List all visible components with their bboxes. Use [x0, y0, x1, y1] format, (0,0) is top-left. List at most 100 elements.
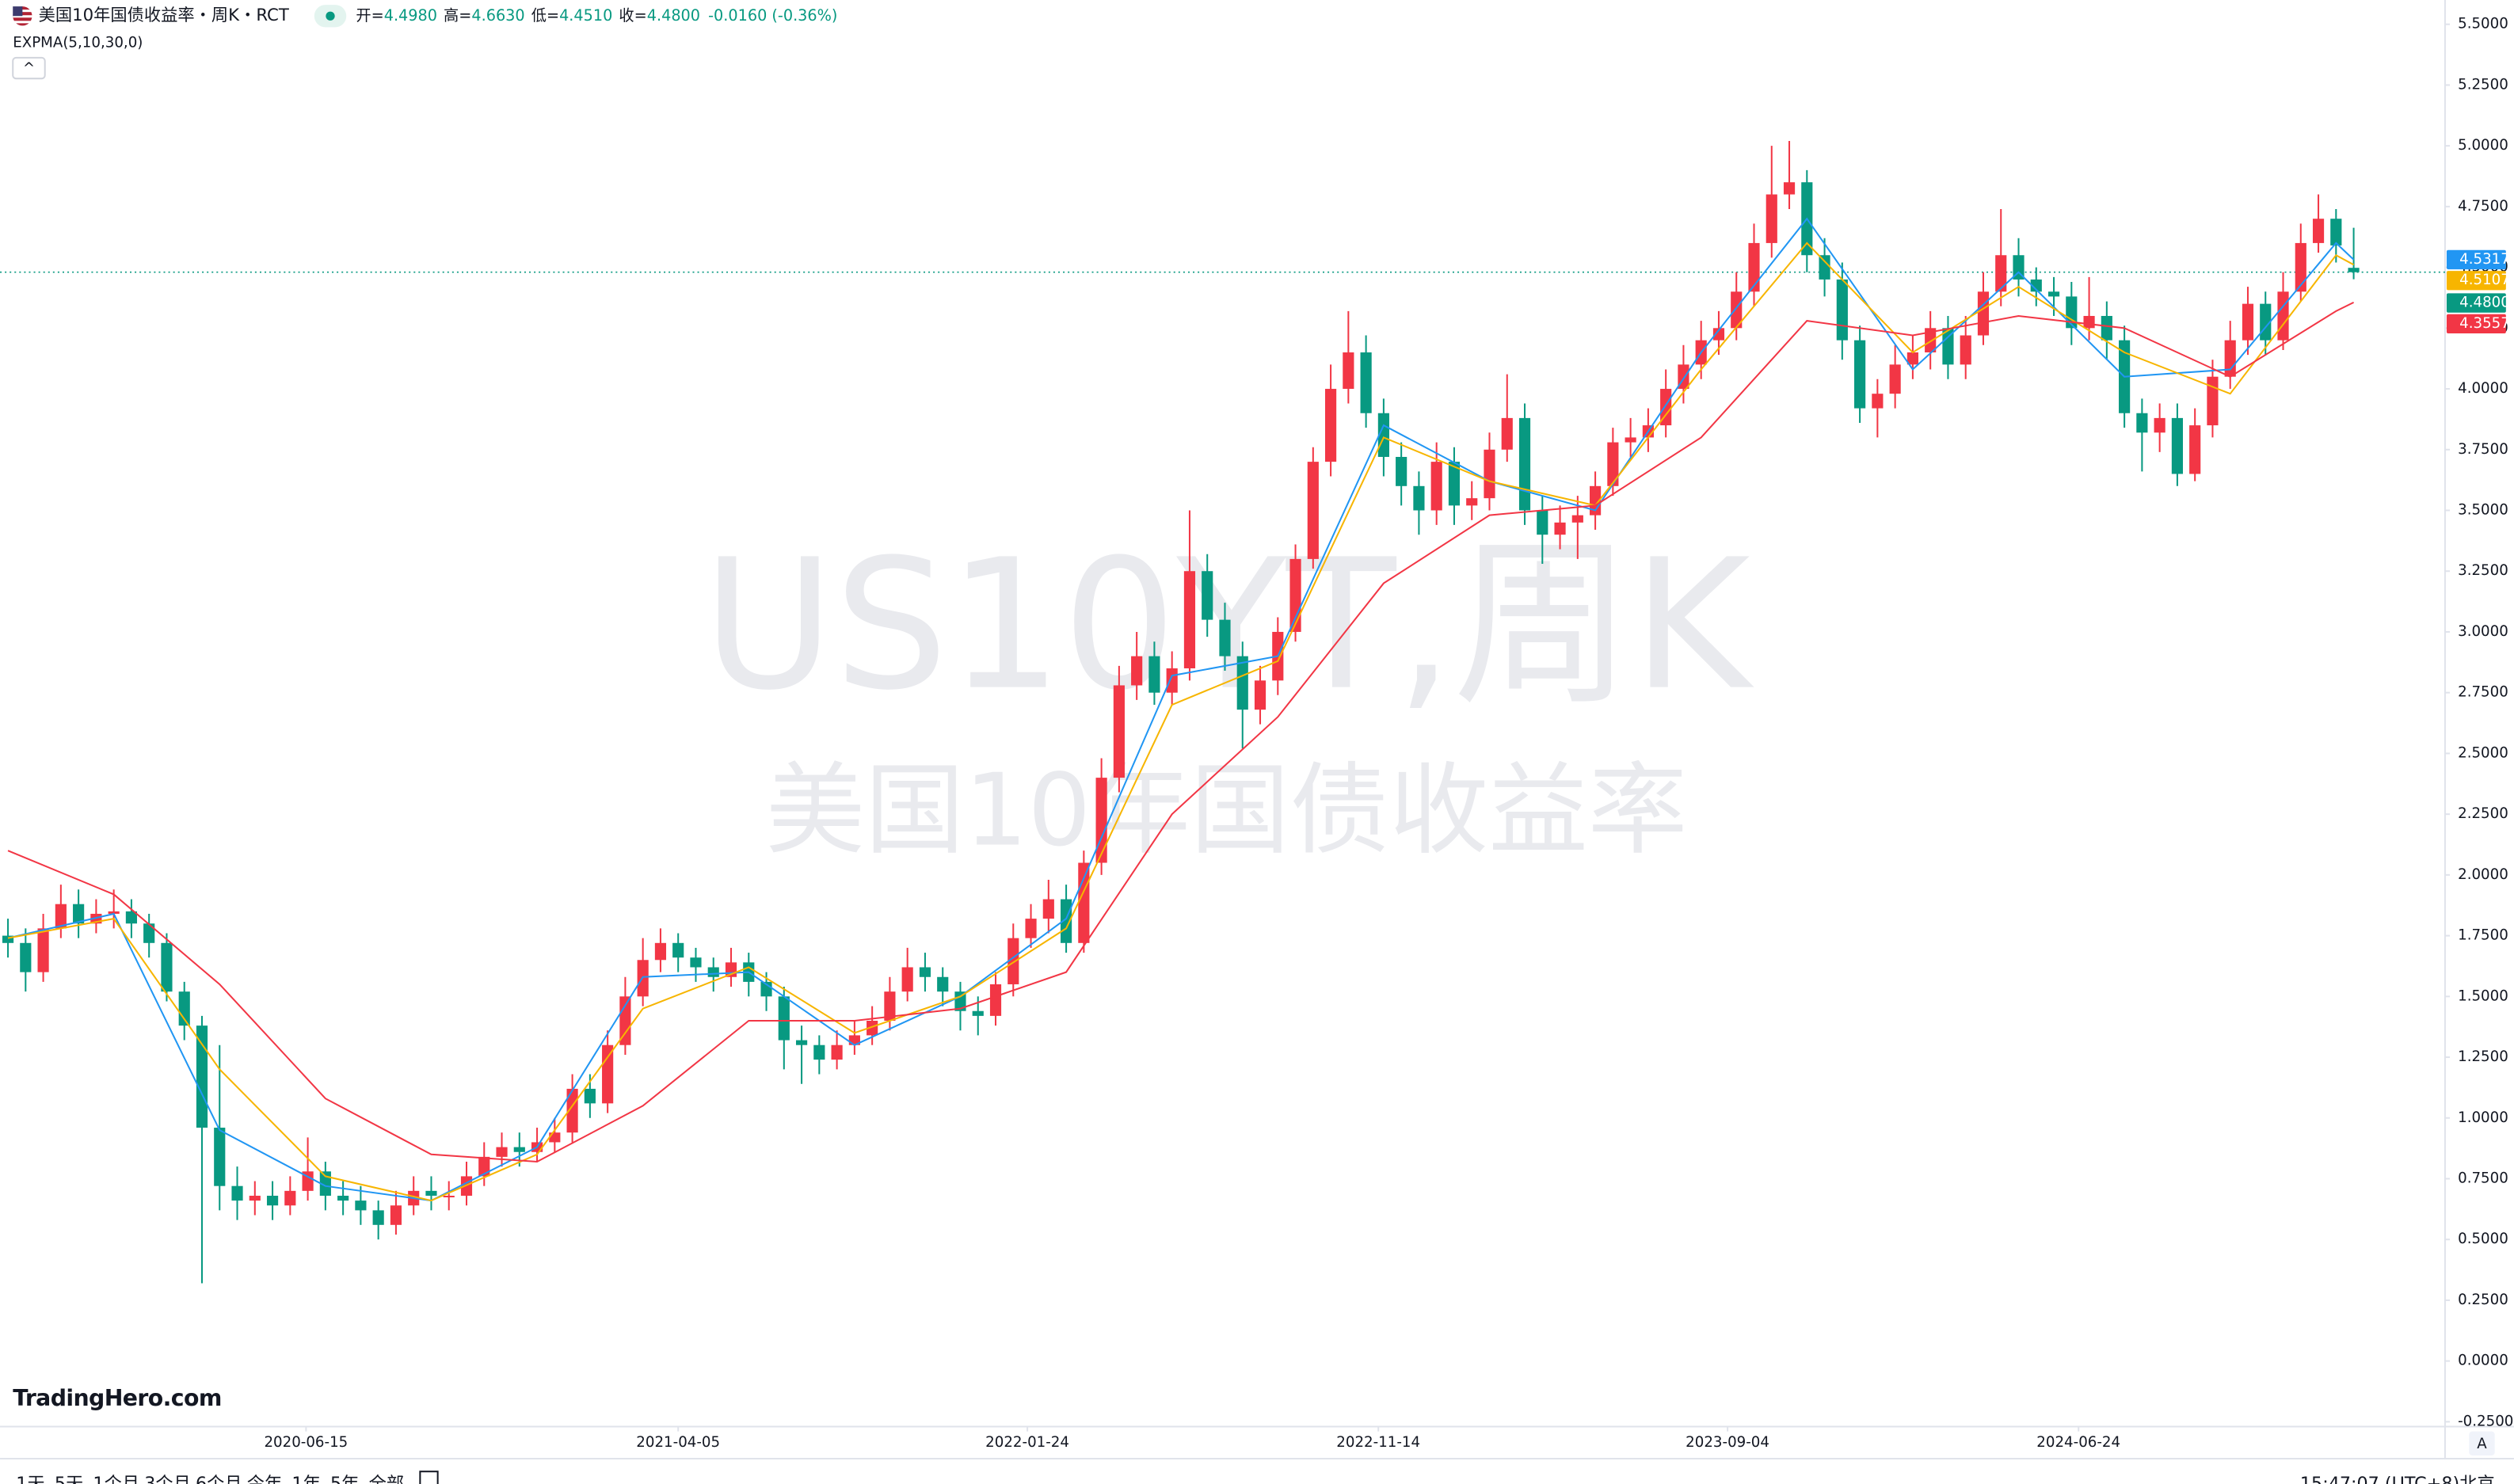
candle-body: [1095, 778, 1107, 863]
x-tick-label: 2021-04-05: [636, 1434, 720, 1451]
candle-body: [1942, 328, 1954, 365]
candle-body: [2295, 242, 2306, 292]
ohlc-label: 低=: [531, 6, 559, 25]
y-tick-label: 3.7500: [2458, 441, 2508, 458]
range-button[interactable]: 5天: [55, 1474, 83, 1484]
calendar-icon[interactable]: [419, 1471, 439, 1484]
collapse-button[interactable]: [12, 56, 46, 80]
candle-body: [867, 1021, 878, 1036]
candle-body: [954, 991, 966, 1011]
indicator-label[interactable]: EXPMA(5,10,30,0): [13, 35, 143, 51]
candle-body: [2330, 219, 2342, 245]
candle-body: [707, 967, 719, 977]
auto-scale-label[interactable]: A: [2477, 1436, 2487, 1452]
candle-body: [1819, 255, 1830, 280]
y-tick-label: 0.5000: [2458, 1231, 2508, 1247]
range-button[interactable]: 6个月: [196, 1474, 242, 1484]
candle-body: [1501, 417, 1513, 450]
candle-body: [2189, 425, 2201, 474]
candle-body: [1484, 449, 1495, 499]
candle-body: [2030, 279, 2042, 292]
candle-body: [496, 1147, 508, 1157]
plot: 5.50005.25005.00004.75004.50004.25004.00…: [0, 16, 2513, 1451]
collapse-icon[interactable]: ^: [23, 60, 35, 77]
candle-body: [1183, 571, 1196, 668]
candle-body: [1025, 919, 1037, 938]
candle-body: [1448, 462, 1461, 506]
candle-body: [1836, 279, 1848, 341]
candle-body: [284, 1190, 296, 1206]
candle-body: [2, 935, 14, 943]
logo[interactable]: TradingHero.com: [13, 1385, 222, 1411]
candle-body: [1889, 364, 1901, 394]
candle-body: [302, 1171, 314, 1191]
watermark-name: 美国10年国债收益率: [766, 753, 1688, 869]
price-tag-label: 4.5317: [2459, 251, 2510, 268]
candle-body: [1113, 685, 1125, 778]
ohlc-value: 4.6630: [471, 6, 524, 25]
candle-body: [831, 1045, 843, 1060]
candle-body: [795, 1040, 808, 1045]
range-button[interactable]: 3个月: [144, 1474, 191, 1484]
candle-body: [125, 911, 138, 924]
candle-body: [178, 991, 190, 1026]
expma-line: [7, 217, 2355, 1202]
expma-line: [7, 301, 2355, 1163]
ohlc-value: 4.4980: [384, 6, 437, 25]
candle-body: [1766, 194, 1777, 243]
x-tick-label: 2024-06-24: [2036, 1434, 2120, 1451]
candle-body: [478, 1156, 490, 1177]
range-button[interactable]: 5年: [330, 1474, 359, 1484]
candle-body: [1925, 328, 1937, 353]
price-tag: [2446, 314, 2506, 334]
candle-body: [2277, 291, 2289, 341]
candle-body: [566, 1088, 578, 1133]
candle-body: [1554, 522, 1566, 535]
price-change: -0.0160 (-0.36%): [708, 6, 837, 25]
y-tick-label: 4.7500: [2458, 198, 2508, 215]
candle-body: [513, 1147, 525, 1152]
y-tick-label: 1.0000: [2458, 1109, 2508, 1126]
candle-body: [1236, 656, 1248, 710]
candle-body: [2136, 413, 2148, 433]
range-button[interactable]: 1天: [16, 1474, 44, 1484]
candle-body: [1960, 335, 1971, 365]
candle-body: [1571, 515, 1583, 523]
candle-body: [549, 1132, 561, 1143]
candle-body: [2348, 268, 2360, 272]
candle-body: [672, 942, 684, 958]
candle-body: [1008, 938, 1019, 984]
candle-body: [37, 928, 49, 972]
range-button[interactable]: 今年: [247, 1474, 282, 1484]
candle-body: [2224, 340, 2236, 377]
candle-body: [1854, 340, 1866, 409]
range-button[interactable]: 1个月: [93, 1474, 139, 1484]
candle-body: [2312, 219, 2325, 243]
range-button[interactable]: 全部: [369, 1474, 405, 1484]
candle-body: [1166, 668, 1178, 693]
candle-body: [937, 976, 949, 992]
toolbar: 1天 5天 1个月 3个月 6个月 今年 1年 5年 全部: [16, 1471, 439, 1484]
candle-body: [20, 942, 32, 972]
candle-body: [1995, 255, 2007, 292]
candle-body: [1131, 656, 1143, 686]
candle-body: [1254, 680, 1267, 710]
candle-body: [443, 1195, 455, 1197]
candle-body: [2207, 376, 2219, 426]
x-tick-label: 2020-06-15: [264, 1434, 348, 1451]
y-tick-label: 2.2500: [2458, 805, 2508, 822]
expma-line: [7, 242, 2355, 1202]
y-tick-label: 2.7500: [2458, 684, 2508, 701]
y-tick-label: 0.2500: [2458, 1292, 2508, 1308]
ohlc-value: 4.4800: [647, 6, 700, 25]
candle-body: [73, 904, 85, 924]
price-tag: [2446, 293, 2506, 313]
price-tag: [2446, 271, 2506, 291]
y-tick-label: 2.0000: [2458, 866, 2508, 883]
range-button[interactable]: 1年: [291, 1474, 320, 1484]
x-tick-label: 2022-01-24: [985, 1434, 1069, 1451]
candle-body: [690, 957, 702, 968]
candle-body: [1060, 899, 1072, 943]
auto-scale-button[interactable]: [2469, 1431, 2495, 1455]
